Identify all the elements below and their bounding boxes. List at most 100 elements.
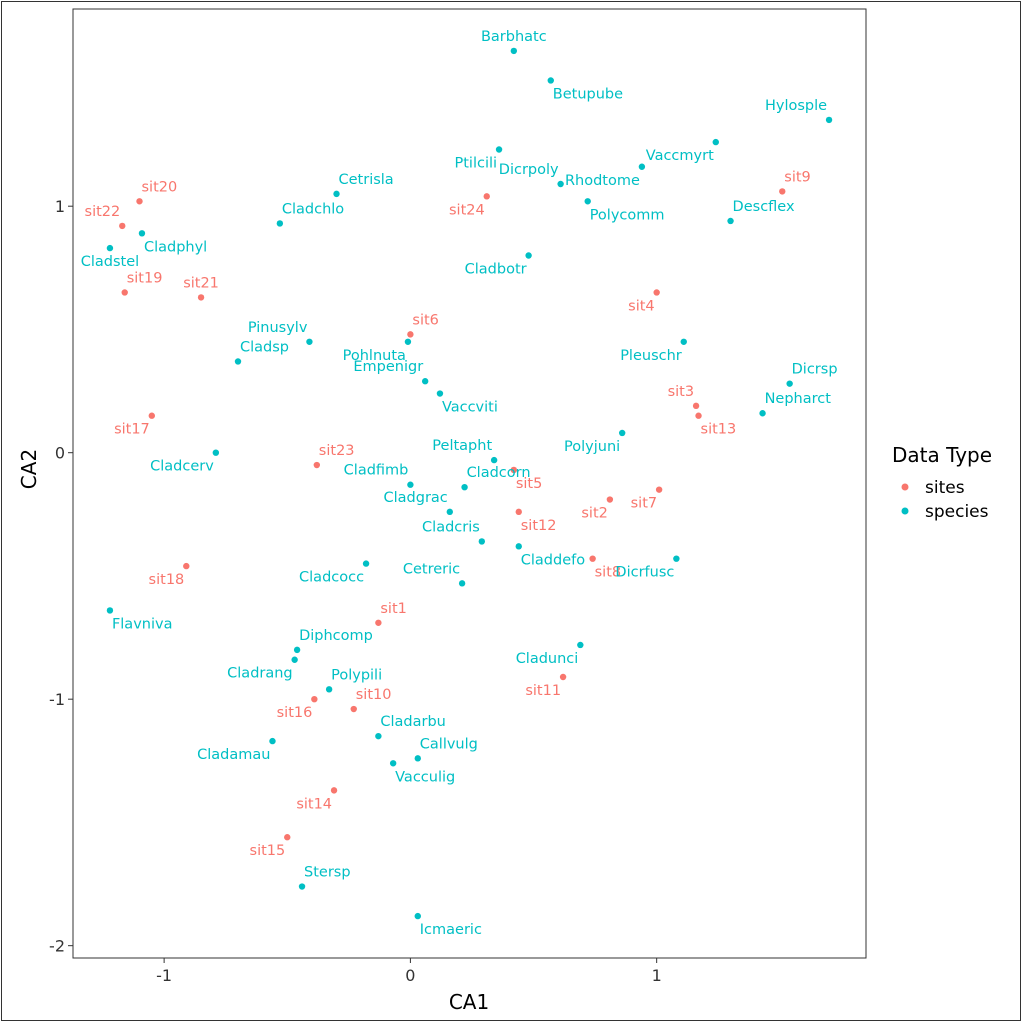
data-labels: sit20 sit22 sit19 sit21 sit24 sit9 sit4 sit6 sit… [81, 29, 838, 938]
species-point [404, 338, 412, 345]
site-label: sit14 [296, 796, 332, 812]
site-label: sit10 [356, 687, 392, 703]
species-point [333, 190, 340, 198]
species-label: Betupube [553, 86, 623, 102]
y-axis-label: CA2 [17, 449, 41, 489]
species-label: Polyjuni [564, 439, 620, 455]
species-label: Pohlnuta [343, 348, 406, 364]
y-tick-label: -2 [49, 937, 65, 956]
site-label: sit19 [127, 270, 163, 286]
species-label: Cladcris [422, 519, 480, 535]
legend-label-sites: sites [925, 478, 965, 498]
species-label: Barbhatc [481, 29, 547, 45]
species-point [712, 138, 719, 146]
species-label: Polycomm [590, 207, 665, 223]
species-point [269, 737, 276, 745]
site-point [692, 402, 700, 410]
site-label: sit6 [412, 312, 439, 328]
species-point [638, 163, 646, 170]
y-axis-ticks: -2 -1 0 1 [49, 197, 73, 956]
species-point [421, 378, 429, 385]
species-point [362, 560, 370, 567]
species-point [106, 244, 114, 252]
species-point [727, 217, 734, 225]
species-label: Cladfimb [344, 463, 409, 479]
site-label: sit5 [516, 476, 543, 492]
site-point [284, 834, 291, 841]
legend-label-species: species [925, 502, 989, 522]
site-point [779, 188, 786, 195]
species-point [490, 456, 498, 464]
site-label: sit8 [595, 565, 622, 581]
species-point [375, 732, 382, 740]
species-point [495, 146, 503, 153]
species-point [276, 220, 284, 227]
species-point [414, 912, 421, 920]
species-label: Polypili [331, 667, 382, 683]
legend: Data Type sites species [892, 443, 992, 522]
species-point [212, 449, 220, 456]
species-point [106, 607, 114, 614]
species-point [618, 429, 626, 437]
site-label: sit4 [628, 298, 655, 314]
species-label: Peltapht [432, 438, 492, 454]
species-point [510, 47, 518, 55]
species-point [557, 180, 564, 188]
site-label: sit11 [525, 683, 561, 699]
x-axis-label: CA1 [449, 990, 489, 1014]
species-label: Cladchlo [282, 201, 344, 217]
species-point [325, 686, 333, 693]
species-label: Vaccmyrt [646, 148, 714, 164]
x-tick-label: -1 [156, 966, 172, 985]
species-label: Cladsp [240, 339, 289, 355]
species-point [825, 116, 833, 124]
site-label: sit18 [149, 572, 185, 588]
site-label: sit7 [631, 496, 658, 512]
species-label: Cladbotr [465, 261, 527, 277]
species-label: Claddefo [521, 552, 585, 568]
site-point [136, 198, 143, 205]
species-label: Dicrsp [792, 362, 838, 378]
species-label: Vaccviti [442, 400, 498, 416]
species-point [525, 252, 532, 259]
site-point [695, 412, 702, 419]
site-label: sit15 [250, 843, 286, 859]
site-point [407, 331, 414, 338]
species-label: Cladcocc [299, 570, 364, 586]
legend-entries: sites species [901, 478, 989, 522]
species-point [759, 410, 766, 417]
site-point [653, 289, 660, 296]
species-label: Cladrang [227, 666, 292, 682]
species-label: Flavniva [112, 616, 173, 632]
y-tick-label: 1 [55, 197, 65, 216]
species-label: Vacculig [395, 769, 455, 785]
site-label: sit13 [701, 422, 737, 438]
plot-panel [72, 8, 867, 959]
x-tick-label: 1 [652, 966, 662, 985]
site-label: sit21 [183, 275, 219, 291]
species-point [458, 580, 466, 587]
site-point [311, 695, 318, 703]
site-label: sit1 [380, 601, 407, 617]
species-point [673, 555, 680, 562]
legend-title: Data Type [892, 443, 992, 467]
species-label: Cladcerv [150, 459, 214, 475]
species-point [446, 508, 453, 516]
species-label: Hylosple [765, 98, 827, 114]
species-label: Empenigr [353, 359, 423, 375]
species-label: Descflex [733, 199, 795, 215]
site-point [606, 496, 614, 503]
site-label: sit9 [784, 169, 811, 185]
site-point [148, 412, 156, 419]
species-point [306, 338, 313, 345]
site-label: sit23 [319, 443, 355, 459]
species-point [680, 338, 687, 345]
site-point [510, 466, 518, 474]
site-point [483, 193, 490, 200]
site-point [350, 705, 357, 713]
site-point [119, 222, 126, 230]
species-point [577, 641, 584, 649]
species-label: Pleuschr [620, 348, 682, 364]
site-point [197, 294, 205, 301]
site-label: sit24 [449, 202, 485, 218]
